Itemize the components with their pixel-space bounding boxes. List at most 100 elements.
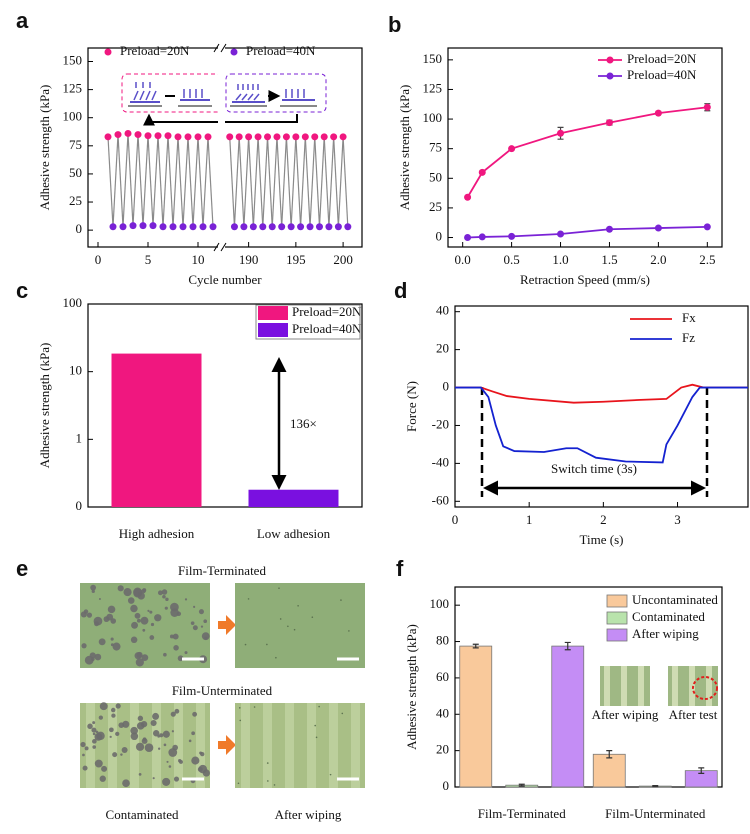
point (557, 230, 565, 238)
point (334, 223, 342, 231)
particle (120, 753, 123, 756)
process-arrow (218, 615, 236, 635)
particle (170, 711, 176, 717)
zigzag-segment (192, 136, 199, 227)
micrograph (235, 583, 365, 668)
y-axis-label: Adhesive strength (kPa) (37, 343, 52, 469)
point (330, 133, 338, 141)
point (282, 133, 290, 141)
y-axis-label: Adhesive strength (kPa) (37, 85, 52, 211)
particle (130, 604, 138, 613)
particle (297, 605, 299, 607)
y-axis-label: Force (N) (404, 381, 419, 432)
point (478, 168, 486, 176)
particle (112, 642, 121, 651)
zigzag-segment (299, 136, 306, 227)
zigzag-segment (147, 135, 154, 226)
particle (172, 744, 178, 751)
particle (141, 654, 149, 661)
zigzag-segment (252, 136, 259, 227)
zigzag-segment (187, 136, 194, 227)
micrograph-stripe (86, 703, 95, 788)
point (508, 145, 516, 153)
particle (200, 625, 204, 628)
particle (192, 625, 198, 631)
point (169, 223, 177, 231)
particle (287, 625, 289, 628)
particle (92, 739, 97, 744)
particle (188, 739, 192, 743)
micrograph-stripe (263, 703, 272, 788)
particle (174, 708, 180, 714)
zigzag-segment (309, 136, 316, 227)
line (467, 225, 708, 239)
particle (150, 719, 157, 727)
inset-stripe (604, 666, 610, 706)
y-tick-label: 1 (76, 430, 83, 445)
zigzag-segment (162, 135, 169, 227)
point (311, 133, 319, 141)
point (199, 223, 207, 231)
x-tick-label: 5 (145, 252, 152, 267)
micrograph-stripe (285, 703, 294, 788)
point (226, 133, 234, 141)
particle (266, 643, 268, 646)
particle (314, 724, 317, 727)
zigzag-segment (323, 136, 330, 227)
inset-diagram (121, 73, 327, 126)
particle (109, 727, 114, 733)
point (184, 133, 192, 141)
legend-swatch (606, 628, 628, 642)
particle (142, 628, 146, 632)
particle (82, 765, 88, 771)
point (654, 109, 662, 117)
error-bar (606, 750, 613, 759)
particle (90, 584, 97, 591)
y-tick-label: 125 (423, 80, 443, 95)
zigzag-segment (117, 134, 124, 227)
point (557, 129, 565, 137)
zigzag-segment (229, 136, 236, 227)
zigzag-segment (177, 136, 184, 227)
particle (91, 727, 97, 733)
zigzag-segment (271, 136, 278, 227)
legend-swatch (258, 306, 288, 320)
micrograph-stripe (130, 703, 139, 788)
particle (91, 589, 95, 594)
zigzag-segment (257, 136, 264, 227)
point (245, 133, 253, 141)
inset-stripe (638, 666, 644, 706)
annotation: Switch time (3s) (551, 461, 637, 476)
particle (318, 705, 320, 708)
point (235, 133, 243, 141)
micrograph (80, 583, 210, 668)
image-caption: After wiping (275, 807, 342, 822)
particle (98, 638, 106, 646)
legend-swatch (606, 611, 628, 625)
point (124, 129, 132, 137)
particle (131, 621, 139, 629)
particle (96, 731, 105, 741)
zigzag-segment (318, 136, 325, 227)
micrograph-stripe (152, 703, 161, 788)
particle (130, 726, 139, 735)
y-tick-label: 20 (436, 341, 449, 356)
particle (154, 614, 162, 622)
point (144, 132, 152, 140)
legend-label: After wiping (632, 626, 699, 641)
point (209, 223, 217, 231)
inset-highlight (692, 676, 718, 700)
particle (80, 611, 87, 618)
legend-marker (104, 48, 112, 56)
legend-label: Preload=20N (627, 51, 697, 66)
legend-label: Preload=40N (292, 321, 362, 336)
point (315, 223, 323, 231)
particle (278, 587, 280, 589)
particle (80, 741, 86, 748)
point (605, 225, 613, 233)
point (703, 223, 711, 231)
y-tick-label: 50 (429, 169, 442, 184)
particle (94, 621, 99, 627)
point (268, 223, 276, 231)
